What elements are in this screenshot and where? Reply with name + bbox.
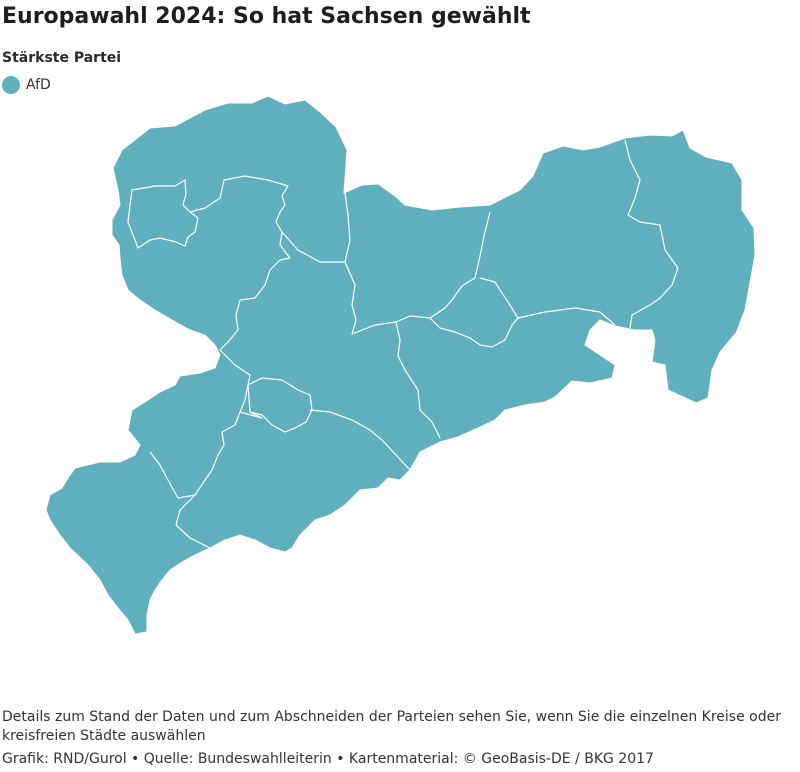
saxony-map	[45, 95, 756, 635]
legend-label-afd: AfD	[26, 77, 51, 93]
border-zwickau-east	[239, 411, 263, 419]
border-mittelsachsen	[395, 321, 441, 439]
border-vogtland	[175, 494, 211, 549]
district-borders	[127, 139, 679, 549]
saxony-outline[interactable]	[45, 95, 756, 635]
border-dresden	[429, 277, 519, 348]
legend-swatch-afd	[2, 76, 20, 94]
legend-item-afd: AfD	[2, 76, 51, 94]
border-meissen	[344, 211, 491, 335]
border-saechsische-schweiz	[517, 307, 616, 326]
border-bautzen-goerlitz	[624, 139, 679, 329]
footer-note: Details zum Stand der Daten und zum Absc…	[2, 709, 781, 744]
border-zwickau	[149, 384, 249, 499]
legend-heading: Stärkste Partei	[2, 50, 122, 66]
map-fill-group	[45, 95, 756, 635]
chart-title: Europawahl 2024: So hat Sachsen gewählt	[2, 4, 531, 29]
border-erzgebirge	[309, 409, 411, 471]
border-chemnitz	[247, 377, 313, 433]
border-central	[219, 349, 251, 386]
footer-credits: Grafik: RND/Gurol • Quelle: Bundeswahlle…	[2, 751, 654, 767]
border-leipzig-city	[127, 179, 199, 249]
